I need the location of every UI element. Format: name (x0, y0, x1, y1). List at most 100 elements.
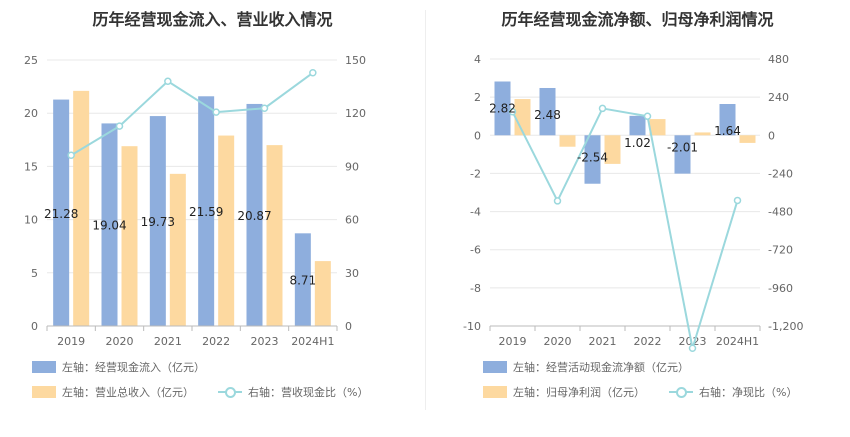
right-axis-tick: 60 (345, 214, 359, 227)
line-point (598, 104, 607, 113)
line-series (70, 71, 314, 157)
legend-cash-inflow-label: 左轴：经营现金流入（亿元） (62, 361, 205, 374)
bar-blue (149, 116, 166, 326)
x-axis-tick-label: 2020 (106, 335, 134, 348)
right-axis-tick: 240 (768, 91, 789, 104)
line-point (164, 77, 172, 86)
left-axis-tick: 0 (474, 129, 481, 142)
left-axis-tick: -2 (470, 167, 481, 180)
x-axis-tick-label: 2022 (634, 335, 662, 348)
right-axis-tick: 0 (345, 320, 352, 333)
left-chart-title: 历年经营现金流入、营业收入情况 (92, 10, 333, 29)
legend-net-profit-label: 左轴：归母净利润（亿元） (513, 386, 645, 399)
left-axis-tick: -4 (470, 206, 481, 219)
data-label: 1.02 (624, 136, 651, 150)
right-chart-title: 历年经营现金流净额、归母净利润情况 (501, 10, 774, 29)
right-axis-tick: -240 (768, 167, 793, 180)
bar-blue (246, 103, 263, 326)
legend-orange-swatch (32, 386, 56, 398)
right-axis-tick: 0 (768, 129, 775, 142)
right-axis-tick: -720 (768, 244, 793, 257)
bar-blue (494, 81, 511, 136)
legend-net-cash-ratio-label: 右轴：净现比（%） (699, 386, 798, 399)
legend-orange-swatch (483, 386, 507, 398)
bar-blue (584, 135, 601, 184)
legend-line-swatch (669, 386, 693, 398)
left-axis-tick: -10 (463, 320, 481, 333)
line-point (553, 197, 562, 205)
bar-blue (101, 123, 118, 326)
x-axis-tick-label: 2021 (589, 335, 617, 348)
bar-orange (739, 135, 756, 143)
left-axis-tick: 20 (24, 107, 38, 120)
legend-revenue[interactable]: 左轴：营业总收入（亿元） (32, 384, 194, 400)
legend-revenue-label: 左轴：营业总收入（亿元） (62, 386, 194, 399)
left-axis-tick: 10 (24, 214, 38, 227)
line-point (260, 104, 269, 112)
right-axis-tick: -1,200 (768, 320, 803, 333)
bar-blue (198, 96, 215, 326)
right-axis-tick: 120 (345, 107, 366, 120)
data-label: -2.54 (577, 151, 608, 165)
right-axis-tick: -960 (768, 282, 793, 295)
right-axis-tick: -480 (768, 206, 793, 219)
bar-orange (559, 135, 576, 147)
legend-blue-swatch (483, 361, 507, 373)
legend-net-profit[interactable]: 左轴：归母净利润（亿元） (483, 384, 645, 400)
panel-divider (425, 10, 426, 410)
bar-orange (314, 261, 331, 326)
left-axis-tick: -8 (470, 282, 481, 295)
legend-net-cash-flow[interactable]: 左轴：经营活动现金流净额（亿元） (483, 359, 689, 375)
bar-orange (266, 145, 283, 326)
legend-blue-swatch (32, 361, 56, 373)
line-point (115, 122, 124, 130)
right-chart-svg: -10 -1,200 -8 -960 -6 -720 -4 -480 -2 -240 0 0 2 240 4… (463, 53, 803, 352)
left-axis-tick: 25 (24, 54, 38, 67)
bar-orange (694, 132, 711, 136)
line-point (508, 108, 517, 116)
left-axis-tick: 4 (474, 53, 481, 66)
left-axis-tick: 15 (24, 160, 38, 173)
left-chart-panel: 历年经营现金流入、营业收入情况 0 0 5 30 10 60 15 90 20 120 25 150 2… (24, 10, 368, 400)
bar-orange (604, 135, 621, 164)
left-axis-tick: 5 (31, 267, 38, 280)
left-axis-tick: -6 (470, 244, 481, 257)
line-point (688, 344, 697, 352)
bar-orange (169, 173, 186, 326)
bar-orange (218, 135, 235, 326)
x-axis-tick-label: 2024H1 (291, 335, 334, 348)
data-label: 2.48 (534, 108, 561, 122)
data-label: 2.82 (489, 102, 516, 116)
legend-line-swatch (218, 386, 242, 398)
right-axis-tick: 30 (345, 267, 359, 280)
data-label: 21.59 (189, 205, 223, 219)
x-axis-tick-label: 2024H1 (716, 335, 759, 348)
right-axis-tick: 480 (768, 53, 789, 66)
bar-blue (674, 135, 691, 174)
data-label: -2.01 (667, 141, 698, 155)
x-axis-tick-label: 2020 (544, 335, 572, 348)
legend-cash-inflow[interactable]: 左轴：经营现金流入（亿元） (32, 359, 205, 375)
bar-orange (514, 99, 531, 136)
bar-blue (539, 87, 556, 136)
data-label: 19.04 (92, 219, 126, 233)
bar-orange (73, 90, 90, 326)
x-axis-tick-label: 2023 (679, 335, 707, 348)
x-axis-tick-label: 2022 (202, 335, 230, 348)
legend-revenue-cash-ratio[interactable]: 右轴：营收现金比（%） (218, 384, 368, 400)
line-point (212, 108, 220, 116)
data-label: 21.28 (44, 207, 78, 221)
right-chart-panel: 历年经营现金流净额、归母净利润情况 -10 -1,200 -8 -960 -6 -720-… (425, 0, 850, 437)
line-point (67, 151, 75, 159)
left-axis-tick: 0 (31, 320, 38, 333)
bar-orange (121, 146, 138, 326)
legend-net-cash-flow-label: 左轴：经营活动现金流净额（亿元） (513, 361, 689, 374)
x-axis-tick-label: 2019 (499, 335, 527, 348)
bar-blue (719, 104, 736, 136)
left-axis-tick: 2 (474, 91, 481, 104)
legend-revenue-cash-ratio-label: 右轴：营收现金比（%） (248, 386, 369, 399)
x-axis-tick-label: 2023 (251, 335, 279, 348)
legend-net-cash-ratio[interactable]: 右轴：净现比（%） (669, 384, 797, 400)
data-label: 8.71 (289, 274, 316, 288)
